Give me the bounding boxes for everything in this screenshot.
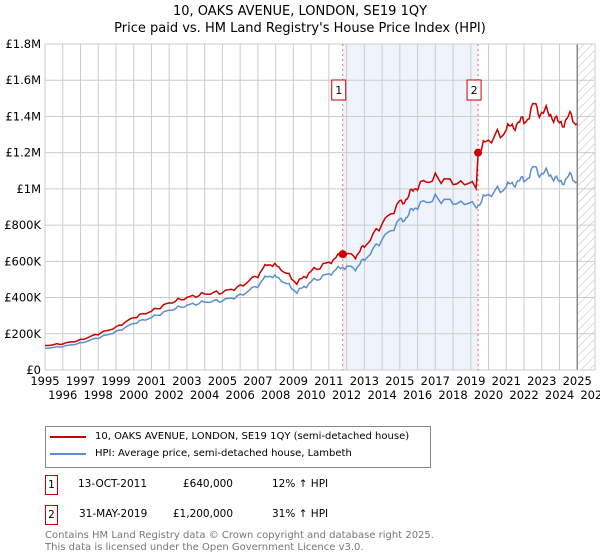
x-tick-label: 2019: [456, 374, 485, 388]
sale-row: 1 13-OCT-2011 £640,000 12% ↑ HPI: [45, 475, 545, 495]
forecast-hatch: [577, 44, 595, 370]
y-tick-label: £0: [26, 363, 41, 377]
sale-price: £1,200,000: [172, 508, 233, 520]
y-tick-label: £1.2M: [5, 146, 41, 160]
between-sales-shading: [342, 44, 479, 370]
footer-line: Contains HM Land Registry data © Crown c…: [45, 530, 434, 541]
x-tick-label: 1997: [66, 374, 95, 388]
legend-swatch-blue: [50, 452, 86, 455]
sale-point: [338, 250, 347, 259]
x-tick-label: 2020: [474, 388, 503, 402]
x-tick-label: 1995: [30, 374, 59, 388]
legend-label: 10, OAKS AVENUE, LONDON, SE19 1QY (semi-…: [95, 431, 410, 442]
x-tick-label: 2024: [545, 388, 574, 402]
x-tick-label: 2016: [403, 388, 432, 402]
x-tick-label: 2017: [421, 374, 450, 388]
y-tick-label: £600K: [4, 254, 41, 268]
x-tick-label: 2007: [243, 374, 272, 388]
x-tick-label: 2002: [155, 388, 184, 402]
x-tick-label: 2013: [350, 374, 379, 388]
x-tick-label: 2023: [527, 374, 556, 388]
sale-date: 31-MAY-2019: [79, 508, 148, 520]
footer-line: This data is licensed under the Open Gov…: [45, 542, 364, 553]
sale-point: [474, 148, 483, 157]
x-tick-label: 2005: [208, 374, 237, 388]
x-tick-label: 2001: [137, 374, 166, 388]
sale-marker-box: [466, 79, 482, 101]
y-tick-label: £1.8M: [5, 37, 41, 51]
x-tick-label: 2026: [580, 388, 600, 402]
chart-subtitle: Price paid vs. HM Land Registry's House …: [114, 21, 486, 36]
x-tick-label: 2022: [509, 388, 538, 402]
legend-swatch-red: [50, 435, 86, 438]
sale-price: £640,000: [182, 478, 233, 490]
x-tick-label: 2004: [190, 388, 219, 402]
x-tick-label: 1999: [101, 374, 130, 388]
sale-date: 13-OCT-2011: [78, 478, 147, 490]
legend-item-hpi: HPI: Average price, semi-detached house,…: [50, 448, 352, 459]
x-tick-label: 1998: [84, 388, 113, 402]
sale-row: 2 31-MAY-2019 £1,200,000 31% ↑ HPI: [45, 505, 545, 525]
x-tick-label: 2003: [172, 374, 201, 388]
y-tick-label: £800K: [4, 218, 41, 232]
hpi-line: [44, 165, 578, 349]
x-tick-label: 2018: [438, 388, 467, 402]
x-tick-label: 2006: [226, 388, 255, 402]
plot-area: 1995199619971998199920002001200220032004…: [4, 37, 600, 402]
x-tick-label: 2011: [314, 374, 343, 388]
x-tick-label: 2021: [492, 374, 521, 388]
plot-border: [44, 43, 596, 371]
x-tick-label: 2008: [261, 388, 290, 402]
y-tick-label: £1.6M: [5, 73, 41, 87]
x-tick-label: 2015: [385, 374, 414, 388]
x-tick-label: 2025: [563, 374, 592, 388]
x-tick-label: 2000: [119, 388, 148, 402]
sale-marker-label: 1: [45, 475, 58, 495]
legend-label: HPI: Average price, semi-detached house,…: [95, 448, 352, 459]
x-tick-label: 1996: [48, 388, 77, 402]
sale-hpi: 31% ↑ HPI: [272, 508, 329, 520]
sale-marker-label: 2: [45, 505, 58, 525]
property-line: [45, 102, 578, 347]
sale-hpi: 12% ↑ HPI: [272, 478, 329, 490]
y-tick-label: £1.4M: [5, 109, 41, 123]
x-tick-label: 2014: [367, 388, 396, 402]
x-tick-label: 2009: [279, 374, 308, 388]
chart-title: 10, OAKS AVENUE, LONDON, SE19 1QY: [172, 4, 428, 19]
sale-marker-label: 2: [471, 84, 478, 97]
legend-item-property: 10, OAKS AVENUE, LONDON, SE19 1QY (semi-…: [50, 431, 409, 442]
x-tick-label: 2012: [332, 388, 361, 402]
y-tick-label: £200K: [4, 327, 41, 341]
sale-marker-box: [331, 79, 347, 101]
y-tick-label: £1M: [16, 182, 41, 196]
legend: 10, OAKS AVENUE, LONDON, SE19 1QY (semi-…: [45, 426, 431, 468]
sale-marker-label: 1: [335, 84, 342, 97]
footer: Contains HM Land Registry data © Crown c…: [45, 530, 434, 554]
x-tick-label: 2010: [296, 388, 325, 402]
y-tick-label: £400K: [4, 291, 41, 305]
